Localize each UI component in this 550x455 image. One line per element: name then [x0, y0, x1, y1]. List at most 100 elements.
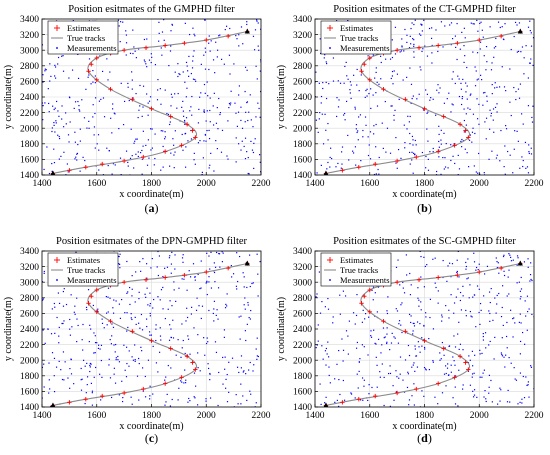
track-end-marker	[517, 260, 523, 266]
measurement-point	[171, 24, 174, 26]
measurement-point	[346, 75, 348, 77]
measurement-point	[411, 395, 413, 397]
measurement-point	[238, 94, 240, 96]
estimate-marker	[362, 294, 367, 299]
measurement-point	[240, 403, 242, 405]
measurement-point	[237, 280, 239, 283]
measurement-point	[372, 94, 374, 96]
measurement-point	[321, 113, 323, 115]
measurement-point	[412, 139, 414, 141]
x-axis-label: x coordinate(m)	[392, 421, 456, 432]
measurement-point	[125, 150, 128, 152]
measurement-point	[369, 131, 372, 133]
measurement-point	[519, 313, 521, 315]
track-start-marker	[323, 402, 329, 407]
legend-estimates-icon	[327, 25, 333, 31]
measurement-point	[482, 372, 484, 374]
estimate-marker	[130, 97, 135, 102]
measurement-point	[53, 302, 55, 305]
y-axis-label: y coordinate(m)	[276, 297, 287, 361]
measurement-point	[113, 373, 115, 375]
measurement-point	[230, 264, 232, 267]
measurement-point	[367, 136, 369, 138]
measurement-point	[520, 295, 522, 298]
measurement-point	[453, 302, 456, 304]
measurement-point	[54, 66, 57, 68]
measurement-point	[48, 362, 50, 364]
measurement-point	[145, 296, 147, 298]
measurement-point	[356, 373, 358, 375]
measurement-point	[532, 37, 534, 39]
measurement-point	[510, 256, 512, 259]
measurement-point	[532, 64, 534, 67]
measurement-point	[138, 109, 140, 111]
measurement-point	[373, 329, 375, 331]
measurement-point	[520, 288, 523, 290]
measurement-point	[130, 313, 132, 315]
measurement-point	[139, 327, 141, 329]
measurement-point	[47, 88, 49, 90]
measurement-point	[180, 380, 182, 382]
measurement-point	[44, 70, 46, 72]
measurement-point	[120, 21, 122, 23]
measurement-point	[170, 45, 172, 47]
measurement-point	[125, 346, 128, 348]
measurement-point	[426, 128, 428, 130]
measurement-point	[386, 310, 388, 312]
measurement-point	[169, 121, 171, 123]
measurement-point	[452, 397, 454, 399]
measurement-point	[482, 335, 484, 338]
measurement-point	[216, 148, 218, 150]
measurement-point	[245, 339, 247, 342]
measurement-point	[58, 360, 60, 362]
measurement-point	[442, 276, 444, 279]
measurement-point	[509, 154, 511, 156]
measurement-point	[219, 112, 221, 114]
measurement-point	[404, 359, 407, 361]
y-axis-label: y coordinate(m)	[276, 65, 287, 129]
estimate-marker	[121, 158, 127, 164]
measurement-point	[479, 376, 481, 378]
measurement-point	[253, 142, 255, 145]
measurement-point	[529, 30, 531, 32]
measurement-point	[366, 95, 368, 97]
measurement-point	[354, 108, 356, 110]
measurement-point	[410, 83, 413, 85]
measurement-point	[322, 87, 324, 90]
measurement-point	[461, 146, 463, 148]
measurement-point	[175, 300, 177, 302]
measurement-point	[160, 289, 163, 291]
measurement-point	[442, 156, 444, 159]
measurement-point	[259, 171, 261, 173]
measurement-point	[426, 112, 428, 114]
measurement-point	[74, 101, 77, 103]
measurement-point	[355, 124, 358, 126]
measurement-point	[517, 88, 520, 90]
measurement-point	[358, 116, 360, 118]
measurement-point	[99, 348, 101, 350]
measurement-point	[491, 93, 493, 95]
measurement-point	[100, 344, 103, 346]
measurement-point	[204, 134, 207, 136]
measurement-point	[249, 285, 251, 288]
estimate-marker	[162, 275, 168, 280]
measurement-point	[453, 360, 455, 362]
measurement-point	[250, 309, 252, 312]
measurement-point	[491, 84, 493, 86]
measurement-point	[496, 111, 498, 113]
measurement-point	[132, 29, 134, 31]
measurement-point	[414, 139, 416, 142]
measurement-point	[107, 164, 109, 167]
measurement-point	[109, 297, 111, 299]
measurement-point	[162, 286, 164, 289]
measurement-point	[477, 30, 479, 32]
measurement-point	[161, 31, 164, 33]
measurement-point	[524, 141, 527, 144]
measurement-point	[526, 295, 529, 297]
measurement-point	[215, 122, 218, 124]
measurement-point	[457, 75, 459, 77]
x-tick-label: 1600	[87, 411, 106, 421]
legend-entry-label: True tracks	[340, 265, 378, 275]
measurement-point	[356, 294, 358, 296]
measurement-point	[197, 273, 199, 276]
